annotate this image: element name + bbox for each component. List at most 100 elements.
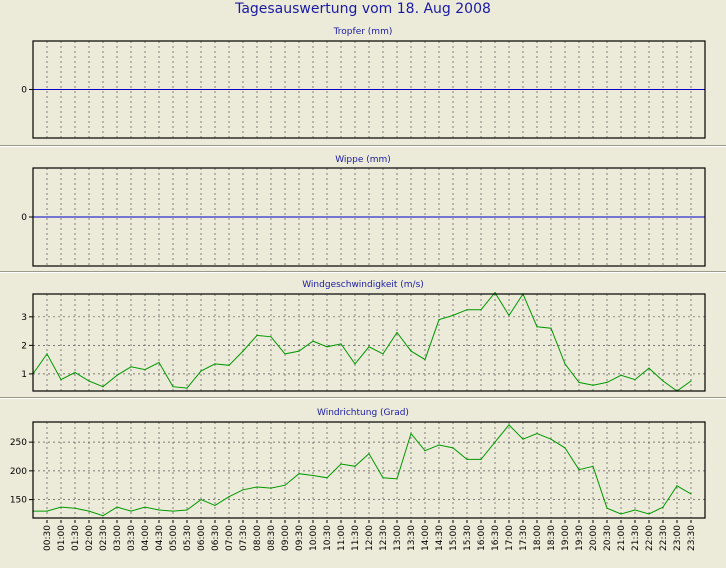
data-point [102,386,104,388]
data-point [298,350,300,352]
x-tick-label: 12:00 [365,525,375,551]
data-point [144,369,146,371]
data-point [326,477,328,479]
x-tick-label: 19:00 [561,525,571,551]
y-tick-label: 0 [21,86,27,96]
data-point [578,381,580,383]
chart-panel-windgeschwindigkeit: Windgeschwindigkeit (m/s) 1 2 3 [0,274,726,397]
data-point [452,314,454,316]
plot-frame [32,421,706,519]
chart-title: Windrichtung (Grad) [317,408,409,418]
panel-separator [0,145,726,147]
data-point [186,509,188,511]
x-tick-label: 05:00 [169,525,179,551]
series-line [32,291,692,392]
data-point [690,493,692,495]
plot-frame [32,167,706,267]
chart-panel-wippe: Wippe (mm) 0 [0,148,726,272]
x-tick-label: 10:30 [323,525,333,551]
data-point [368,346,370,348]
x-tick-label: 07:30 [239,525,249,551]
data-point [74,507,76,509]
data-point [200,499,202,501]
x-tick-label: 06:30 [211,525,221,551]
data-point [522,438,524,440]
data-point [228,364,230,366]
data-point [368,453,370,455]
data-point [508,314,510,316]
data-point [690,380,692,382]
y-tick-label: 250 [10,438,27,448]
data-point [662,380,664,382]
x-tick-label: 21:30 [631,525,641,551]
data-point [578,469,580,471]
data-point [648,367,650,369]
x-tick-label: 16:30 [491,525,501,551]
x-tick-label: 09:00 [281,525,291,551]
data-point [242,350,244,352]
data-point [116,506,118,508]
y-tick-label: 2 [21,341,27,351]
chart-windgeschwindigkeit: Windgeschwindigkeit (m/s) 1 2 3 [21,280,706,392]
x-tick-label: 13:00 [393,525,403,551]
data-point [592,465,594,467]
x-tick-label: 13:30 [407,525,417,551]
data-point [494,292,496,294]
data-point [606,381,608,383]
x-tick-label: 08:00 [253,525,263,551]
x-tick-label: 07:00 [225,525,235,551]
data-point [298,473,300,475]
data-point [116,374,118,376]
data-point [312,340,314,342]
x-tick-label: 23:30 [687,525,697,551]
x-tick-label: 01:00 [57,525,67,551]
x-tick-label: 19:30 [575,525,585,551]
chart-title: Windgeschwindigkeit (m/s) [302,280,424,290]
x-tick-label: 05:30 [183,525,193,551]
data-point [312,474,314,477]
page-title: Tagesauswertung vom 18. Aug 2008 [235,1,491,17]
x-tick-label: 06:00 [197,525,207,551]
x-tick-label: 10:00 [309,525,319,551]
data-point [396,331,398,334]
data-point [382,477,384,479]
data-point [130,366,132,368]
data-point [60,379,62,381]
chart-panel-windrichtung: Windrichtung (Grad) 150 200 250 [0,400,726,520]
x-tick-label: 18:30 [547,525,557,551]
series-line [33,424,692,517]
x-tick-label: 22:00 [645,525,655,551]
data-point [46,353,48,355]
data-point [662,506,664,508]
data-point [466,458,468,460]
data-point [620,513,622,515]
data-point [46,510,48,512]
x-axis-labels: 00:30 01:00 01:30 02:00 02:30 03:00 03:30 04:00… [43,520,697,551]
chart-title: Wippe (mm) [335,155,391,165]
data-point [676,485,678,487]
data-point [494,441,496,443]
x-tick-label: 11:30 [351,525,361,551]
chart-wippe: Wippe (mm) 0 [21,155,706,267]
data-point [564,363,566,365]
chart-title: Tropfer (mm) [333,27,393,37]
data-point [648,513,650,515]
data-point [326,346,328,348]
plot-frame [32,293,706,392]
data-point [88,510,90,512]
x-tick-label: 00:30 [43,525,53,551]
data-point [214,504,216,506]
data-point [130,510,132,512]
data-point [396,478,398,480]
x-tick-label: 02:30 [99,525,109,551]
data-point [508,424,510,426]
data-point [424,359,426,361]
data-point [74,371,76,374]
x-tick-label: 20:00 [589,525,599,551]
x-tick-label: 16:00 [477,525,487,551]
x-tick-label: 04:30 [155,525,165,551]
data-point [438,319,440,321]
y-tick-label: 1 [21,370,27,380]
data-point [466,309,468,311]
data-point [410,350,412,352]
